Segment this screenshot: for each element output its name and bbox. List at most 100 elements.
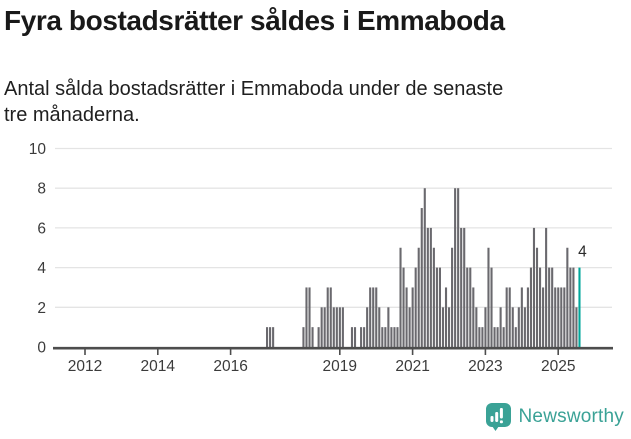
x-tick-label: 2025 [541, 358, 575, 375]
exclamation-dot [499, 420, 503, 424]
bar [323, 307, 326, 347]
bar [378, 307, 381, 347]
bar [387, 307, 390, 347]
bar [457, 188, 460, 347]
bar [326, 287, 329, 347]
subtitle-line-2: tre månaderna. [4, 104, 140, 126]
gridlines [55, 147, 612, 308]
bar [266, 327, 269, 347]
x-tick-label: 2021 [395, 358, 429, 375]
bar [502, 327, 505, 347]
bubble-tail [491, 426, 499, 431]
chart-subtitle: Antal sålda bostadsrätter i Emmaboda und… [4, 76, 629, 128]
bar [369, 287, 372, 347]
page-title: Fyra bostadsrätter såldes i Emmaboda [4, 5, 505, 36]
bar [532, 227, 536, 347]
bar [411, 287, 414, 347]
bar [429, 227, 432, 347]
bar [472, 287, 475, 347]
bar [384, 327, 387, 347]
bar [402, 267, 405, 347]
bars [266, 188, 581, 347]
y-axis-labels: 0 2 4 6 8 10 [29, 141, 47, 357]
x-tick-label: 2012 [68, 358, 102, 375]
bar [529, 267, 532, 347]
x-axis: 2012 2014 2016 2019 2021 2023 2025 [53, 346, 613, 375]
bar [420, 208, 423, 347]
bar [569, 267, 572, 347]
value-annotation: 4 [578, 244, 587, 261]
bar [332, 307, 335, 347]
bar [460, 227, 463, 347]
bar [423, 188, 426, 347]
bar [432, 247, 435, 347]
subtitle-line-1: Antal sålda bostadsrätter i Emmaboda und… [4, 78, 504, 100]
bar [426, 227, 429, 347]
exclamation-bar [499, 408, 503, 419]
x-tick-label: 2019 [323, 358, 357, 375]
annotation-label: 4 [578, 244, 587, 261]
bar [563, 287, 566, 347]
bar [511, 307, 514, 347]
x-tick-label: 2023 [468, 358, 502, 375]
bar [375, 287, 378, 347]
bar [305, 287, 308, 347]
bar [438, 267, 441, 347]
bar [481, 327, 484, 347]
bar [478, 327, 481, 347]
bar [548, 267, 551, 347]
bar [539, 267, 542, 347]
bar [444, 287, 448, 347]
bar [408, 307, 411, 347]
bar [520, 287, 523, 347]
highlight-bar [578, 267, 581, 347]
x-tick-label: 2016 [213, 358, 247, 375]
bar [360, 327, 363, 347]
y-tick-label: 6 [37, 220, 46, 237]
y-tick-label: 2 [37, 300, 46, 317]
bar [499, 307, 502, 347]
bar [551, 267, 554, 347]
bar [311, 327, 314, 347]
bar [508, 287, 511, 347]
bar [542, 287, 545, 347]
bar [269, 327, 272, 347]
bar [338, 307, 341, 347]
bar [272, 327, 275, 347]
y-tick-label: 4 [37, 260, 46, 277]
bar [435, 267, 438, 347]
bar [505, 287, 508, 347]
y-tick-label: 0 [37, 340, 46, 357]
bar [399, 247, 402, 347]
bar [557, 287, 560, 347]
bar [463, 227, 466, 347]
mini-bar-2 [494, 412, 498, 422]
bar-chart: 0 2 4 6 8 10 2012 2014 2016 2019 2021 2023 2025 4 [29, 141, 613, 375]
bar [448, 307, 451, 347]
bar [469, 267, 472, 347]
bar [381, 327, 384, 347]
bar [350, 327, 354, 347]
bar [484, 307, 487, 347]
bar [317, 327, 320, 347]
y-tick-label: 10 [29, 141, 47, 158]
bar [545, 227, 548, 347]
newsworthy-logo-text: Newsworthy [518, 405, 624, 427]
bar [554, 287, 557, 347]
newsworthy-logo-icon [485, 403, 511, 431]
bar [308, 287, 311, 347]
bar [396, 327, 399, 347]
bar [560, 287, 563, 347]
bar [417, 247, 420, 347]
bar [441, 307, 445, 347]
bar [451, 247, 454, 347]
bar [390, 327, 393, 347]
x-tick-label: 2014 [141, 358, 176, 375]
y-tick-label: 8 [37, 181, 46, 198]
bar [341, 307, 344, 347]
bar [487, 247, 490, 347]
bar [523, 307, 526, 347]
bar [366, 307, 369, 347]
bar [572, 267, 575, 347]
bar [496, 327, 499, 347]
